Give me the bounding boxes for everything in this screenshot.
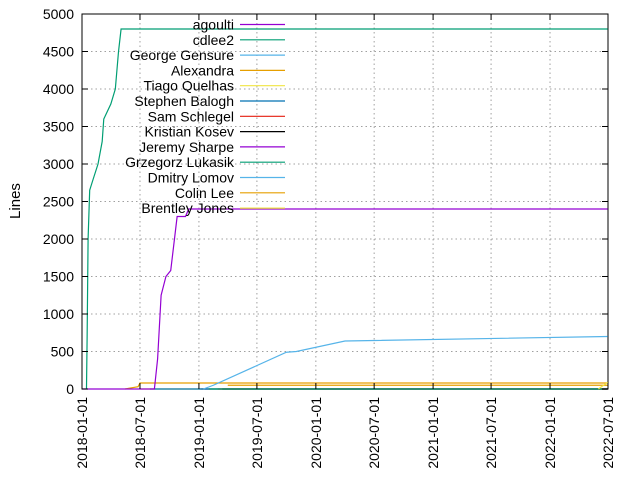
y-tick-label: 5000 [43,6,74,22]
y-tick-label: 500 [51,344,75,360]
y-tick-label: 0 [66,381,74,397]
legend-label: agoulti [193,17,234,33]
x-tick-label: 2018-01-01 [74,397,90,469]
series-line-8 [82,208,608,390]
y-tick-label: 2500 [43,194,74,210]
legend-label: Jeremy Sharpe [139,139,234,155]
x-tick-label: 2020-01-01 [308,397,324,469]
legend-label: Stephen Balogh [134,93,234,109]
legend-label: Brentley Jones [141,200,234,216]
x-axis: 2018-01-01 2018-07-01 2019-01-01 2019-07-01… [74,14,616,469]
legend-label: Dmitry Lomov [148,170,234,186]
legend-label: Grzegorz Lukasik [125,154,235,170]
x-tick-label: 2022-01-01 [542,397,558,469]
y-tick-label: 4500 [43,44,74,60]
y-axis: 0 500 1000 1500 2000 2500 3000 3500 4000 4500 5000 [43,6,608,397]
x-tick-label: 2019-07-01 [249,397,265,469]
legend-label: Tiago Quelhas [143,78,234,94]
series-line-12 [598,381,609,390]
x-tick-label: 2021-07-01 [483,397,499,469]
y-tick-label: 3500 [43,119,74,135]
legend-label: Alexandra [171,62,234,78]
x-tick-label: 2020-07-01 [366,397,382,469]
y-tick-label: 1500 [43,269,74,285]
y-axis-label: Lines [7,183,24,219]
y-tick-label: 2000 [43,231,74,247]
x-tick-label: 2022-07-01 [600,397,616,469]
y-tick-label: 4000 [43,81,74,97]
legend-label: Colin Lee [175,185,234,201]
legend-label: Kristian Kosev [145,124,234,140]
legend-label: George Gensure [130,47,234,63]
x-tick-label: 2018-07-01 [132,397,148,469]
y-tick-label: 1000 [43,306,74,322]
series-line-1 [85,28,608,390]
x-tick-label: 2021-01-01 [425,397,441,469]
series-line-10 [203,335,608,390]
legend-label: Sam Schlegel [148,108,234,124]
legend-label: cdlee2 [193,32,234,48]
y-tick-label: 3000 [43,156,74,172]
series-line-3 [124,382,608,390]
x-tick-label: 2019-01-01 [191,397,207,469]
